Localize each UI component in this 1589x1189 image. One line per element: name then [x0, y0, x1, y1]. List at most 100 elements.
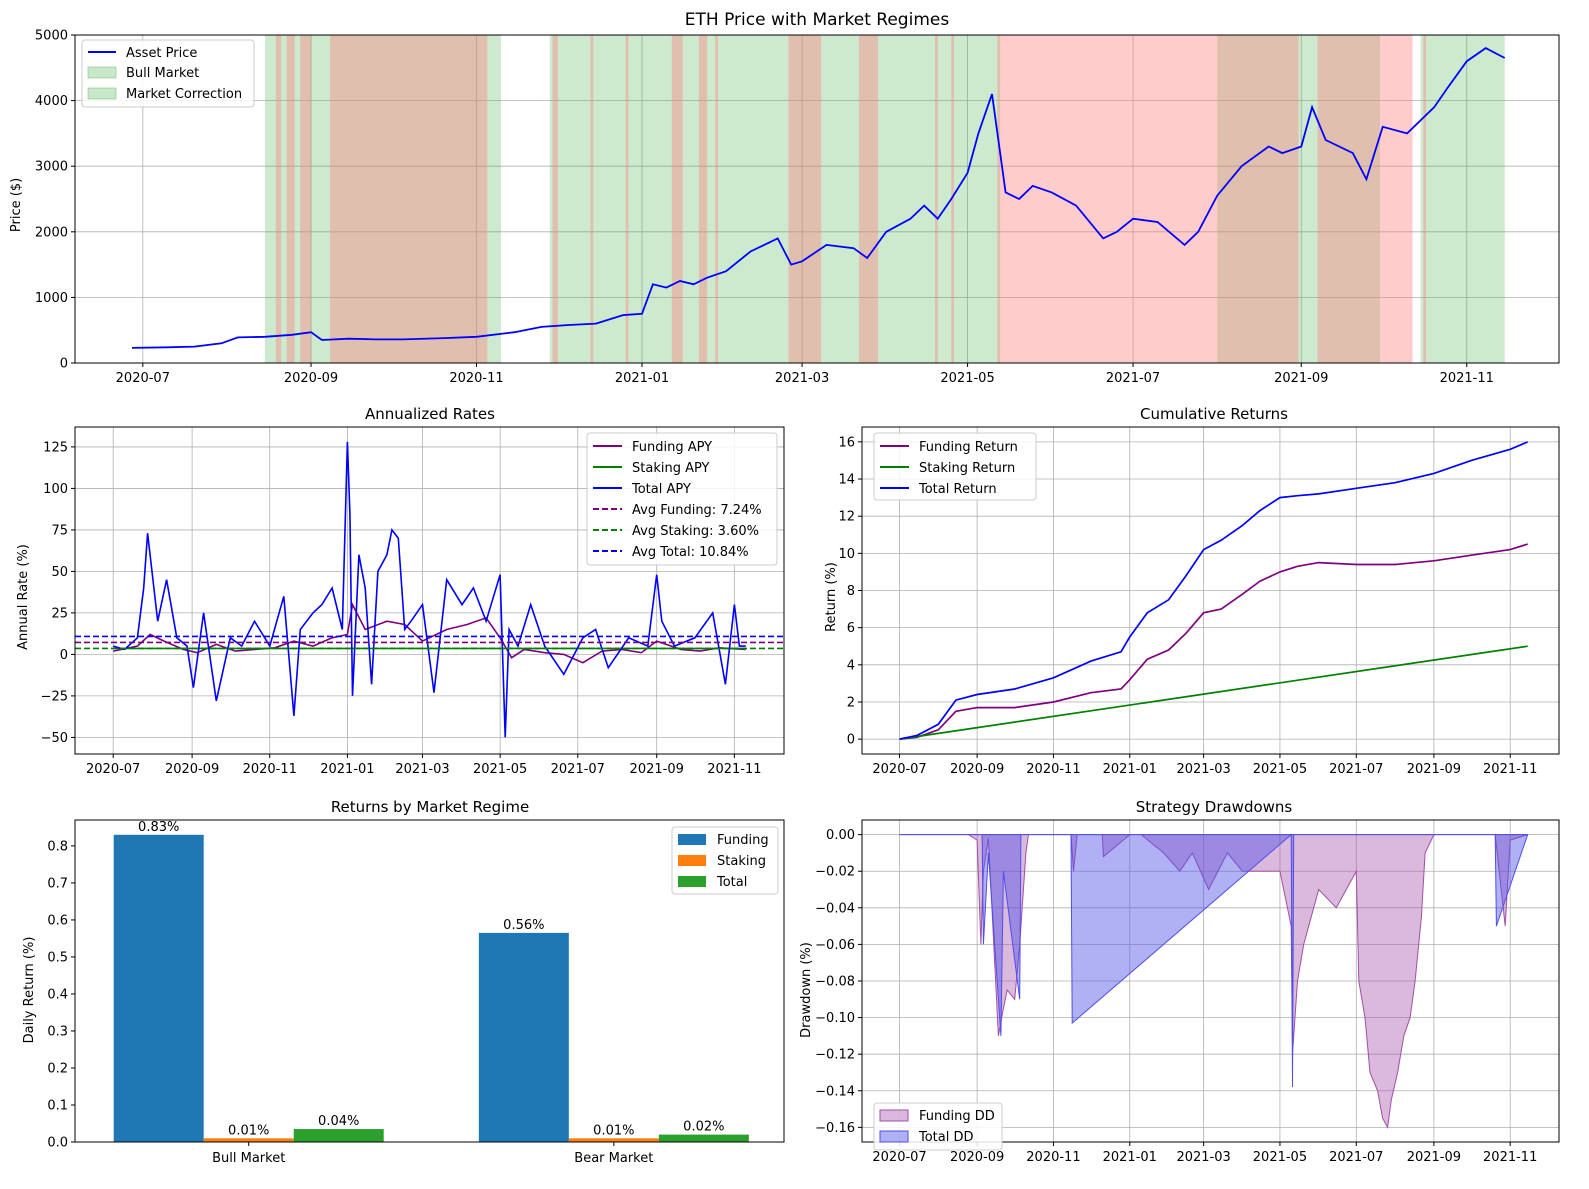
- bar-total: [293, 1129, 384, 1142]
- axes-frame: [74, 426, 785, 755]
- y-tick-label: 0.00: [826, 828, 855, 843]
- y-tick-label: 0.4: [47, 987, 68, 1002]
- bar-value-label: 0.01%: [593, 1123, 634, 1138]
- cumulative-returns-chart: Cumulative Returns Return (%) 2020-07 202…: [824, 405, 1560, 777]
- market-correction-band: [552, 35, 558, 363]
- y-tick-label: 0.6: [47, 913, 68, 928]
- axes-frame: [861, 819, 1560, 1143]
- bar-value-label: 0.04%: [318, 1114, 359, 1129]
- bar-value-label: 0.01%: [228, 1123, 269, 1138]
- regime-returns-legend: Funding Staking Total: [671, 826, 779, 895]
- y-tick-label: 50: [51, 565, 68, 580]
- bar-funding: [478, 932, 569, 1142]
- market-correction-band: [935, 35, 938, 363]
- x-tick-label: 2020-11: [243, 762, 297, 777]
- y-tick-label: −25: [41, 689, 68, 704]
- legend-total: Total: [716, 875, 747, 890]
- x-tick-label: 2021-03: [1176, 1150, 1230, 1165]
- y-tick-label: 1000: [35, 291, 68, 306]
- x-tick-label: 2020-11: [1026, 1150, 1080, 1165]
- x-tick-label: 2021-07: [1329, 762, 1383, 777]
- y-tick-label: 6: [847, 621, 855, 636]
- axes-frame: [74, 819, 785, 1143]
- legend-avg-total: Avg Total: 10.84%: [632, 545, 749, 560]
- market-correction-band: [997, 35, 1052, 363]
- drawdowns-plot: 2020-07 2020-09 2020-11 2021-01 2021-03 2021-…: [815, 819, 1560, 1165]
- y-tick-label: 25: [51, 606, 68, 621]
- market-correction-band: [671, 35, 683, 363]
- plot-area: [862, 820, 1559, 1142]
- x-tick-label: 2021-11: [1483, 762, 1537, 777]
- y-tick-label: 0.8: [47, 839, 68, 854]
- market-correction-band: [1051, 35, 1218, 363]
- y-tick-label: −0.06: [815, 938, 855, 953]
- x-tick-label: 2020-07: [872, 762, 926, 777]
- y-tick-label: 12: [838, 510, 855, 525]
- y-tick-label: 2000: [35, 225, 68, 240]
- regime-returns-title: Returns by Market Regime: [331, 798, 529, 816]
- x-tick-label: 2021-01: [320, 762, 374, 777]
- y-tick-label: 8: [847, 584, 855, 599]
- x-tick-label: 2020-11: [449, 371, 503, 386]
- y-tick-label: 0.3: [47, 1024, 68, 1039]
- y-tick-label: 0: [60, 648, 68, 663]
- market-correction-band: [625, 35, 629, 363]
- asset-price-line: [131, 47, 1506, 349]
- x-tick-label: 2021-07: [551, 762, 605, 777]
- legend-bull-market: Bull Market: [126, 66, 199, 81]
- market-correction-band: [330, 35, 444, 363]
- bar-funding: [113, 834, 204, 1142]
- bar-staking: [568, 1138, 659, 1142]
- x-tick-label: 2021-01: [615, 371, 669, 386]
- y-tick-label: −0.14: [815, 1084, 855, 1099]
- x-tick-label: 2021-11: [1440, 371, 1494, 386]
- drawdowns-ylabel: Drawdown (%): [799, 942, 814, 1038]
- market-correction-band: [951, 35, 955, 363]
- y-tick-label: 0.5: [47, 950, 68, 965]
- price-chart-plot: 2020-07 2020-09 2020-11 2021-01 2021-03 2021-…: [35, 29, 1560, 386]
- x-tick-label: 2020-09: [950, 762, 1004, 777]
- y-tick-label: −0.02: [815, 865, 855, 880]
- plot-area: [75, 35, 1559, 363]
- legend-total-apy: Total APY: [631, 482, 691, 497]
- x-tick-label: 2021-03: [1176, 762, 1230, 777]
- x-tick-label: 2021-11: [1483, 1150, 1537, 1165]
- x-tick-label: 2021-05: [473, 762, 527, 777]
- regime-returns-chart: Returns by Market Regime Daily Return (%…: [22, 798, 785, 1166]
- cumulative-returns-title: Cumulative Returns: [1140, 405, 1288, 423]
- staking-return-line: [899, 645, 1528, 740]
- regime-returns-ylabel: Daily Return (%): [22, 937, 37, 1044]
- drawdowns-legend: Funding DD Total DD: [873, 1102, 1003, 1151]
- regime-bands: [264, 35, 1505, 363]
- x-tick-label: 2021-09: [1274, 371, 1328, 386]
- y-tick-label: 14: [838, 473, 855, 488]
- legend-funding: Funding: [717, 833, 769, 848]
- x-tick-label: 2021-05: [1253, 762, 1307, 777]
- legend-avg-funding: Avg Funding: 7.24%: [632, 503, 762, 518]
- market-correction-band: [443, 35, 488, 363]
- bull-market-band: [1217, 35, 1380, 363]
- y-tick-label: 0: [60, 357, 68, 372]
- x-tick-label: 2021-07: [1329, 1150, 1383, 1165]
- price-chart-legend: Asset Price Bull Market Market Correctio…: [81, 39, 255, 108]
- x-tick-label: 2021-07: [1106, 371, 1160, 386]
- y-tick-label: 4: [847, 658, 855, 673]
- market-correction-band: [1317, 35, 1364, 363]
- x-tick-label: 2021-01: [1103, 762, 1157, 777]
- market-correction-band: [788, 35, 822, 363]
- x-tick-label: 2021-01: [1103, 1150, 1157, 1165]
- x-tick-label: 2021-03: [775, 371, 829, 386]
- funding-return-line: [899, 543, 1528, 740]
- axes-frame: [861, 426, 1560, 755]
- y-tick-label: −0.16: [815, 1121, 855, 1136]
- bar-total: [658, 1134, 749, 1142]
- grid: [75, 35, 1559, 363]
- market-correction-band: [275, 35, 282, 363]
- y-tick-label: 75: [51, 523, 68, 538]
- y-tick-label: 100: [43, 482, 68, 497]
- x-tick-label: 2020-07: [116, 371, 170, 386]
- legend-staking: Staking: [717, 854, 766, 869]
- y-tick-label: 125: [43, 440, 68, 455]
- annualized-rates-title: Annualized Rates: [365, 405, 495, 423]
- annualized-rates-legend: Funding APY Staking APY Total APY Avg Fu…: [586, 432, 778, 566]
